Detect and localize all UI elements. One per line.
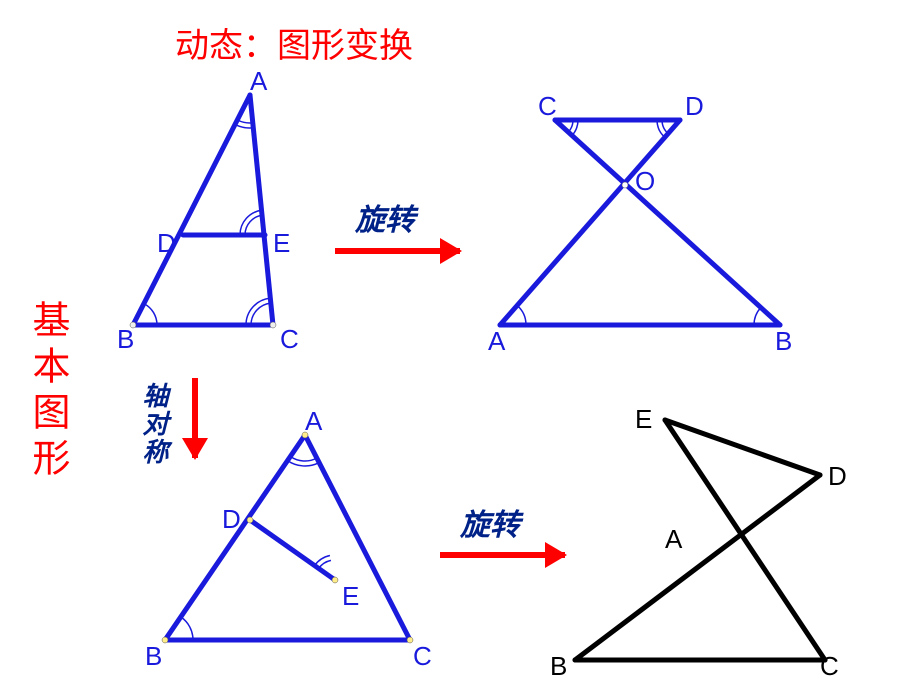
svg-text:B: B: [775, 326, 792, 356]
svg-text:D: D: [222, 504, 241, 534]
rotate-label-1: 旋转: [355, 195, 415, 239]
svg-text:E: E: [273, 228, 290, 258]
svg-text:D: D: [828, 461, 847, 491]
svg-text:A: A: [305, 406, 323, 436]
svg-text:A: A: [250, 66, 268, 96]
svg-text:B: B: [550, 651, 567, 681]
figure-4: ABCDE: [560, 400, 900, 680]
svg-text:D: D: [685, 91, 704, 121]
figure-3: ABCDE: [150, 420, 470, 680]
svg-text:D: D: [157, 228, 176, 258]
svg-text:E: E: [342, 581, 359, 611]
figure-2: ABCDO: [480, 90, 820, 350]
svg-text:C: C: [820, 651, 839, 681]
svg-text:E: E: [635, 404, 652, 434]
svg-text:A: A: [665, 524, 683, 554]
svg-text:C: C: [413, 641, 432, 671]
svg-text:B: B: [117, 324, 134, 354]
svg-text:C: C: [538, 91, 557, 121]
svg-text:A: A: [488, 326, 506, 356]
arrow-rotate-1: [335, 248, 460, 254]
svg-text:O: O: [635, 166, 655, 196]
vertical-label: 基本图形: [20, 300, 75, 484]
page-title: 动态：图形变换: [175, 18, 413, 67]
svg-text:C: C: [280, 324, 299, 354]
svg-text:B: B: [145, 641, 162, 671]
figure-1: ABCDE: [115, 80, 335, 360]
